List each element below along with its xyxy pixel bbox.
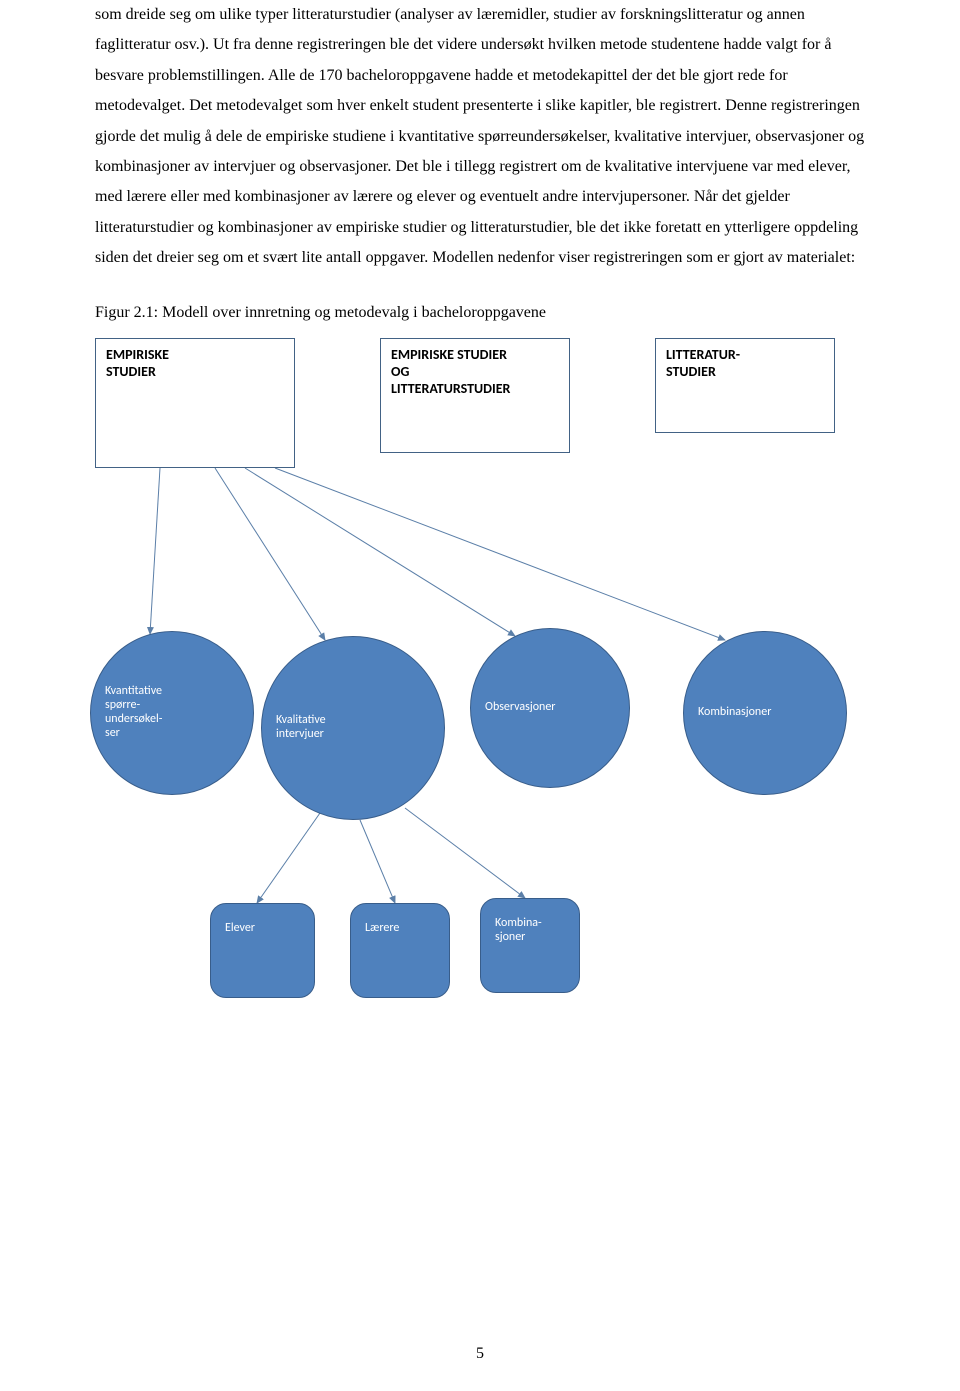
connector-line (405, 808, 525, 898)
connector-line (245, 468, 515, 636)
flowchart-diagram: EMPIRISKE STUDIER EMPIRISKE STUDIER OG LI… (95, 338, 865, 1018)
flowchart-rounded-rect: Lærere (350, 903, 450, 998)
body-paragraph: som dreide seg om ulike typer litteratur… (95, 0, 865, 274)
flowchart-rounded-rect: Elever (210, 903, 315, 998)
flowchart-circle: Kvalitative intervjuer (261, 636, 445, 820)
connector-line (150, 468, 160, 634)
connector-line (215, 468, 325, 640)
connector-line (360, 820, 395, 903)
flowchart-rounded-rect: Kombina- sjoner (480, 898, 580, 993)
connector-line (257, 813, 320, 903)
flowchart-box: LITTERATUR- STUDIER (655, 338, 835, 433)
figure-caption: Figur 2.1: Modell over innretning og met… (95, 298, 865, 328)
flowchart-box: EMPIRISKE STUDIER OG LITTERATURSTUDIER (380, 338, 570, 453)
flowchart-circle: Kvantitative spørre- undersøkel- ser (90, 631, 254, 795)
flowchart-circle: Observasjoner (470, 628, 630, 788)
flowchart-box: EMPIRISKE STUDIER (95, 338, 295, 468)
page-number: 5 (0, 1345, 960, 1363)
flowchart-circle: Kombinasjoner (683, 631, 847, 795)
connector-line (275, 468, 725, 640)
